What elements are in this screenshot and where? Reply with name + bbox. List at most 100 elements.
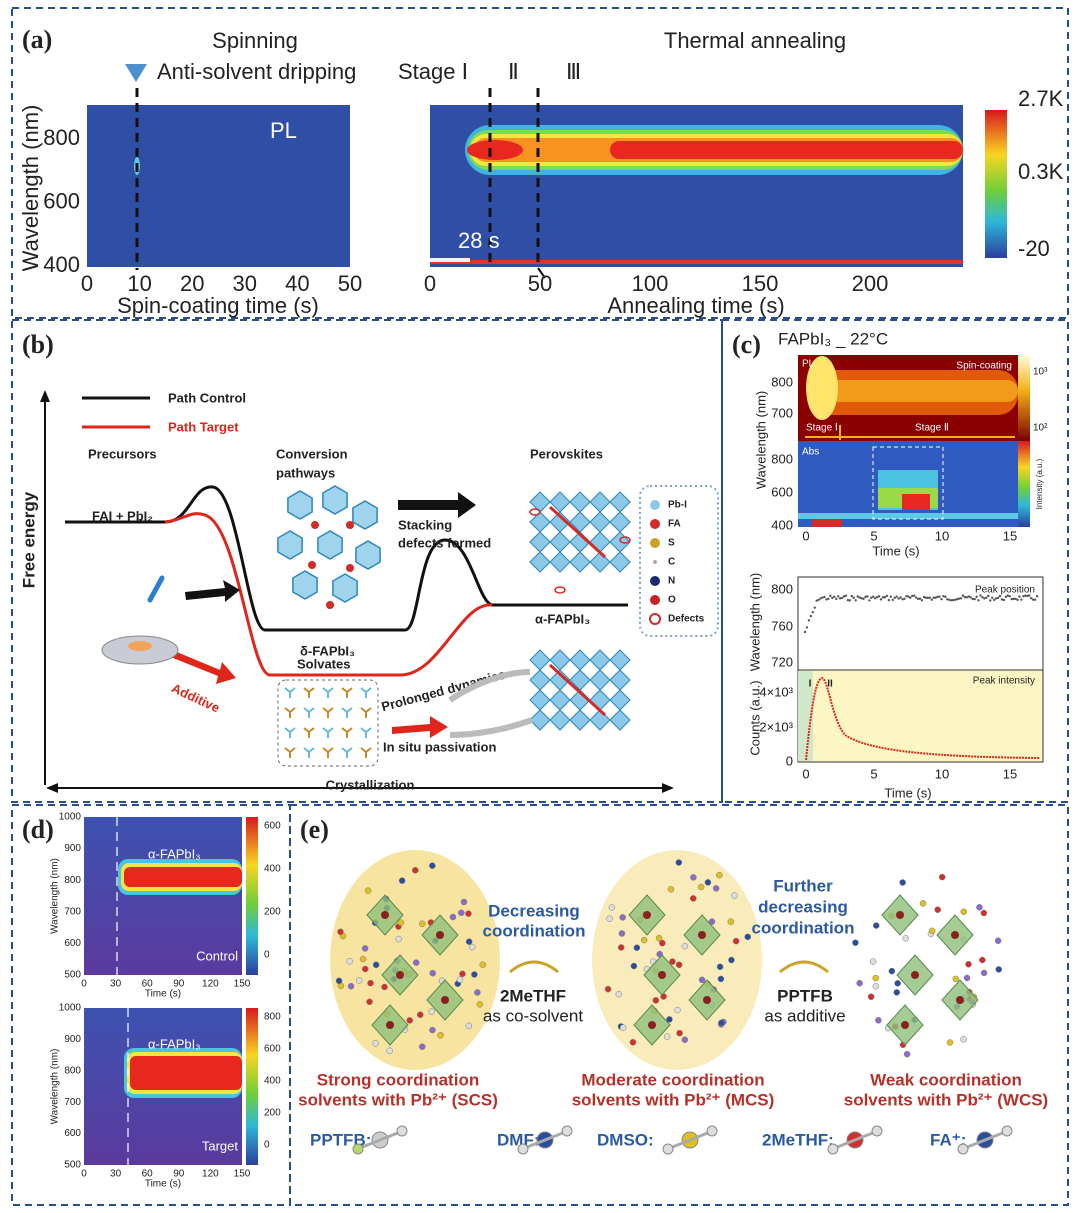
atom [337, 928, 344, 936]
colorbar-label: 800 [264, 1012, 281, 1023]
label: Further [773, 876, 833, 895]
data-dot [868, 599, 871, 602]
crystal-octahedron [549, 551, 571, 573]
data-dot [850, 594, 853, 598]
data-dot [842, 595, 846, 598]
data-dot [815, 599, 818, 602]
atom [659, 939, 666, 947]
data-dot [887, 598, 891, 602]
atom [372, 961, 380, 969]
atom [731, 892, 738, 899]
data-dot [881, 596, 885, 599]
crystal-hexagon [317, 530, 343, 560]
data-dot [963, 595, 967, 599]
heatmap-edge [430, 260, 963, 264]
data-dot [807, 619, 811, 622]
crystal-octahedron [589, 689, 611, 711]
crystal-octahedron [589, 669, 611, 691]
crystal-octahedron [569, 491, 591, 513]
data-dot [825, 598, 828, 601]
atom [675, 859, 683, 866]
crystal-octahedron [529, 551, 551, 573]
molecule-bond [964, 1130, 1006, 1150]
x-tick-label: 15 [1003, 766, 1017, 781]
y-tick-label: 500 [64, 970, 81, 981]
atom [666, 1016, 673, 1023]
data-dot [922, 595, 926, 599]
crystal-hexagon [287, 490, 313, 520]
lead-atom [441, 996, 449, 1004]
atom [963, 974, 971, 982]
lead-atom [436, 931, 444, 939]
label: as additive [764, 1006, 845, 1025]
atom [412, 959, 420, 966]
colorbar-label: 0 [264, 1140, 270, 1151]
colorbar-label: 0.3K [1018, 159, 1064, 184]
solvate-molecule [341, 747, 353, 758]
atom [732, 937, 740, 945]
key-icon [650, 595, 660, 605]
label: Wavelength (nm) [50, 858, 61, 934]
crystal-octahedron [609, 669, 631, 691]
y-tick-label: 800 [771, 581, 793, 596]
atom [667, 886, 675, 893]
key-icon [650, 500, 660, 510]
fa-ion [346, 521, 354, 529]
heatmap-band [130, 1056, 242, 1090]
label: Free energy [19, 491, 38, 588]
lead-atom [951, 931, 959, 939]
lead-atom [643, 911, 651, 919]
x-tick-label: 0 [81, 271, 93, 296]
crystal-octahedron [589, 531, 611, 553]
data-dot [930, 598, 933, 601]
droplet [128, 641, 152, 651]
defect [619, 536, 631, 544]
data-dot [831, 596, 834, 600]
data-dot [875, 595, 879, 599]
atom [676, 1029, 683, 1037]
arrow [398, 492, 476, 518]
y-tick-label: 800 [771, 374, 793, 389]
data-dot [836, 595, 840, 598]
label: coordination [483, 921, 586, 940]
grey-arrow [448, 669, 534, 738]
atom [474, 989, 481, 996]
y-tick-label: 600 [43, 188, 80, 213]
data-dot [846, 598, 850, 602]
plot-frame [797, 669, 1044, 763]
crystal-octahedron [549, 531, 571, 553]
data-dot [1000, 598, 1004, 601]
data-dot [864, 595, 867, 599]
atom [346, 958, 353, 965]
arrow [158, 645, 236, 684]
label: Thermal annealing [664, 28, 846, 53]
label: Wavelength (nm) [753, 391, 768, 490]
label: Additive [169, 680, 222, 715]
key-label: Pb-I [668, 500, 687, 511]
atom [893, 989, 901, 996]
atom [361, 945, 369, 952]
x-tick-label: 20 [180, 271, 204, 296]
label: Moderate coordination [581, 1070, 764, 1089]
data-dot [996, 596, 1000, 600]
atom [704, 879, 712, 886]
atom [398, 877, 406, 884]
label: Wavelength (nm) [50, 1049, 61, 1125]
y-tick-label: 700 [771, 405, 793, 420]
x-tick-label: 60 [142, 1169, 154, 1180]
atom [872, 983, 880, 990]
crystal-octahedron [529, 531, 551, 553]
label: Crystallization [326, 777, 415, 792]
label: PPTFB [777, 986, 833, 1005]
data-dot [874, 597, 877, 600]
label: δ-FAPbI₃ [300, 643, 355, 658]
data-dot [1018, 595, 1021, 598]
data-dot [1031, 598, 1035, 601]
label: (d) [22, 815, 54, 844]
crystal-octahedron [589, 709, 611, 731]
atom [697, 883, 705, 891]
y-tick-label: 900 [64, 1034, 81, 1045]
heatmap-band [820, 380, 1018, 402]
key-label: N [668, 576, 675, 587]
crystal-octahedron [609, 551, 631, 573]
